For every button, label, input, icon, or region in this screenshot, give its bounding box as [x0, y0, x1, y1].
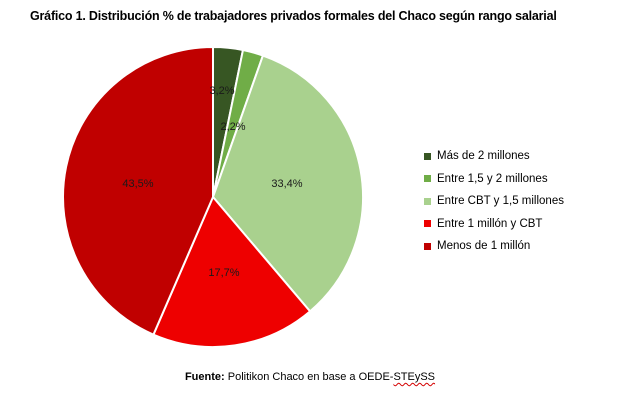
legend-item-2: Entre 1,5 y 2 millones	[424, 168, 564, 191]
legend-item-4: Entre 1 millón y CBT	[424, 213, 564, 236]
source-note: Fuente: Politikon Chaco en base a OEDE-S…	[0, 371, 620, 383]
legend-label-2: Entre 1,5 y 2 millones	[437, 172, 548, 185]
legend-swatch-3	[424, 197, 431, 205]
legend-swatch-1	[424, 152, 431, 160]
legend-swatch-5	[424, 242, 431, 250]
legend-item-5: Menos de 1 millón	[424, 235, 564, 258]
source-org: STEySS	[393, 371, 436, 383]
legend-swatch-4	[424, 220, 431, 228]
source-label: Fuente:	[184, 371, 225, 383]
slice-label-1: 3,2%	[209, 85, 234, 97]
pie-slice-4	[152, 195, 312, 348]
legend-label-4: Entre 1 millón y CBT	[437, 217, 543, 230]
legend-label-1: Más de 2 millones	[437, 150, 530, 163]
legend-label-5: Menos de 1 millón	[437, 240, 531, 253]
pie-slice-5	[62, 45, 214, 336]
pie-slice-3	[211, 54, 364, 313]
legend: Más de 2 millones Entre 1,5 y 2 millones E…	[424, 145, 564, 258]
slice-label-2: 2,2%	[220, 121, 245, 133]
slice-label-5: 43,5%	[122, 178, 153, 190]
legend-item-1: Más de 2 millones	[424, 145, 564, 168]
slice-label-3: 33,4%	[271, 178, 302, 190]
chart-title: Gráfico 1. Distribución % de trabajadore…	[30, 9, 557, 23]
legend-item-3: Entre CBT y 1,5 millones	[424, 190, 564, 213]
source-text: Politikon Chaco en base a OEDE-	[224, 371, 394, 383]
legend-label-3: Entre CBT y 1,5 millones	[437, 195, 564, 208]
legend-swatch-2	[424, 175, 431, 183]
slice-label-4: 17,7%	[208, 267, 239, 279]
